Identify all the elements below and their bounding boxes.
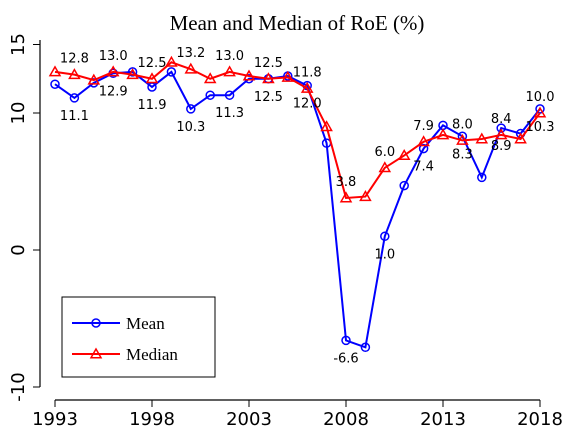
legend: [61, 296, 216, 378]
data-label: 12.5: [254, 56, 283, 71]
point: [186, 104, 196, 114]
point: [224, 90, 235, 100]
data-label: 10.3: [176, 120, 205, 135]
data-label: 8.9: [491, 139, 512, 154]
data-label: 7.9: [413, 119, 434, 134]
point: [514, 132, 527, 144]
point: [341, 335, 351, 346]
point: [475, 132, 489, 144]
legend-label: Mean: [126, 314, 165, 333]
data-label: 13.0: [99, 49, 128, 64]
point: [456, 133, 469, 145]
data-label: 13.2: [176, 46, 205, 61]
data-label: -6.6: [333, 351, 358, 366]
x-tick-label: 2013: [420, 409, 466, 430]
point: [87, 73, 101, 85]
legend-label: Median: [126, 345, 178, 364]
x-tick-label: 2018: [517, 409, 563, 430]
data-label: 13.0: [215, 49, 244, 64]
point: [496, 123, 506, 133]
point: [166, 67, 177, 77]
data-label: 10.0: [526, 90, 555, 105]
point: [339, 191, 353, 203]
point: [399, 180, 409, 191]
point: [223, 65, 236, 77]
point: [184, 62, 198, 74]
x-tick-label: 1993: [32, 409, 78, 430]
point: [397, 148, 411, 160]
point: [436, 128, 450, 140]
y-tick-label: 15: [8, 33, 29, 56]
data-label: 8.4: [491, 112, 512, 127]
point: [48, 65, 62, 77]
point: [69, 93, 80, 103]
point: [378, 161, 392, 173]
x-tick-label: 2008: [323, 409, 369, 430]
data-label: 6.0: [374, 145, 395, 160]
point: [360, 342, 371, 353]
point: [203, 72, 217, 84]
data-label: 3.8: [336, 175, 357, 190]
point: [262, 72, 275, 84]
point: [205, 90, 215, 100]
x-tick-label: 2003: [226, 409, 272, 430]
point: [477, 172, 487, 183]
point: [320, 120, 333, 132]
data-label: 7.4: [413, 160, 434, 175]
x-tick-label: 1998: [129, 409, 175, 430]
data-label: 11.9: [138, 98, 167, 113]
data-label: 12.5: [138, 56, 167, 71]
data-label: 12.9: [99, 84, 128, 99]
point: [533, 106, 547, 118]
y-tick-label: 10: [8, 102, 29, 125]
point: [91, 318, 101, 328]
point: [126, 68, 139, 80]
point: [127, 67, 138, 77]
point: [535, 104, 545, 114]
data-label: 8.3: [452, 147, 473, 162]
point: [281, 70, 295, 82]
point: [106, 65, 120, 77]
point: [418, 143, 429, 154]
point: [359, 190, 372, 202]
data-label: 11.1: [60, 109, 89, 124]
data-label: 11.8: [293, 65, 322, 80]
data-label: 11.3: [215, 106, 244, 121]
point: [242, 69, 256, 81]
data-label: 8.0: [452, 117, 473, 132]
point: [50, 79, 60, 89]
point: [494, 128, 508, 140]
point: [300, 81, 314, 93]
point: [165, 55, 178, 67]
data-label: 1.0: [374, 247, 395, 262]
point: [380, 231, 390, 242]
point: [68, 68, 81, 80]
data-label: 12.5: [254, 90, 283, 105]
point: [417, 135, 430, 147]
data-label: 10.3: [526, 120, 555, 135]
point: [89, 347, 103, 359]
data-label: 12.0: [293, 97, 322, 112]
y-tick-label: -10: [8, 372, 29, 401]
point: [145, 72, 159, 84]
chart-title: Mean and Median of RoE (%): [170, 11, 425, 35]
data-label: 12.8: [60, 52, 89, 67]
y-tick-label: 0: [8, 244, 29, 255]
